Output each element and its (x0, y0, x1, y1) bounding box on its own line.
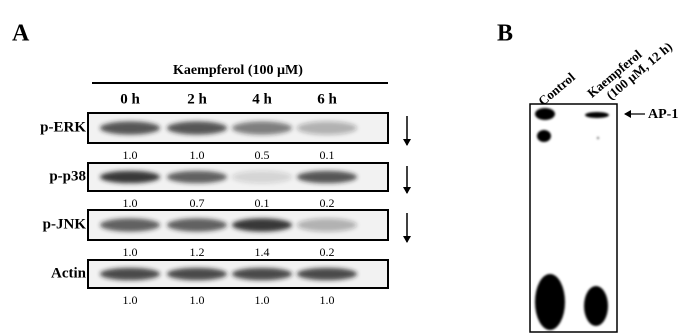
density-value: 0.5 (255, 148, 270, 162)
marker-arrowhead (624, 110, 631, 118)
row-label: p-JNK (43, 216, 87, 232)
row-label: Actin (51, 265, 87, 281)
density-value: 1.0 (320, 293, 335, 307)
density-value: 1.0 (123, 148, 138, 162)
band (297, 268, 357, 280)
density-value: 1.0 (255, 293, 270, 307)
band (297, 171, 357, 183)
density-value: 1.2 (190, 245, 205, 259)
panel-label: B (497, 21, 513, 47)
down-arrowhead (403, 139, 411, 146)
density-value: 0.2 (320, 245, 335, 259)
band (232, 171, 292, 183)
lane-label: Control (535, 69, 578, 108)
density-value: 0.1 (320, 148, 335, 162)
density-value: 1.0 (190, 293, 205, 307)
timepoint-label: 4 h (252, 91, 272, 107)
row-label: p-p38 (49, 168, 86, 184)
down-arrowhead (403, 187, 411, 194)
row-label: p-ERK (40, 119, 86, 135)
band (167, 121, 227, 134)
density-value: 1.0 (190, 148, 205, 162)
treatment-label: Kaempferol (100 µM) (173, 63, 303, 78)
panel-label: A (12, 21, 30, 47)
band (167, 218, 227, 231)
band (100, 121, 160, 134)
density-value: 1.0 (123, 293, 138, 307)
density-value: 0.7 (190, 196, 205, 210)
density-value: 0.2 (320, 196, 335, 210)
band (297, 121, 357, 134)
timepoint-label: 2 h (187, 91, 207, 107)
band (297, 218, 357, 231)
timepoint-label: 0 h (120, 91, 140, 107)
band (100, 218, 160, 231)
timepoint-label: 6 h (317, 91, 337, 107)
band (232, 268, 292, 280)
density-value: 1.0 (123, 245, 138, 259)
blot-panel-a: 0 h 2 h 4 h 6 h p-ERK 1.0 1.0 0.5 0.1 p-p38 1.0 0.7… (40, 91, 411, 306)
band (167, 268, 227, 280)
band (232, 121, 292, 134)
band (232, 218, 292, 231)
density-value: 0.1 (255, 196, 270, 210)
band (100, 171, 160, 183)
band (100, 268, 160, 280)
figure: A Kaempferol (100 µM) 0 h 2 h 4 h 6 h p-ERK 1… (0, 0, 700, 333)
marker-label: AP-1 (648, 107, 678, 122)
band (167, 171, 227, 183)
density-value: 1.0 (123, 196, 138, 210)
gel-spots (535, 108, 609, 330)
density-value: 1.4 (255, 245, 270, 259)
down-arrowhead (403, 236, 411, 243)
